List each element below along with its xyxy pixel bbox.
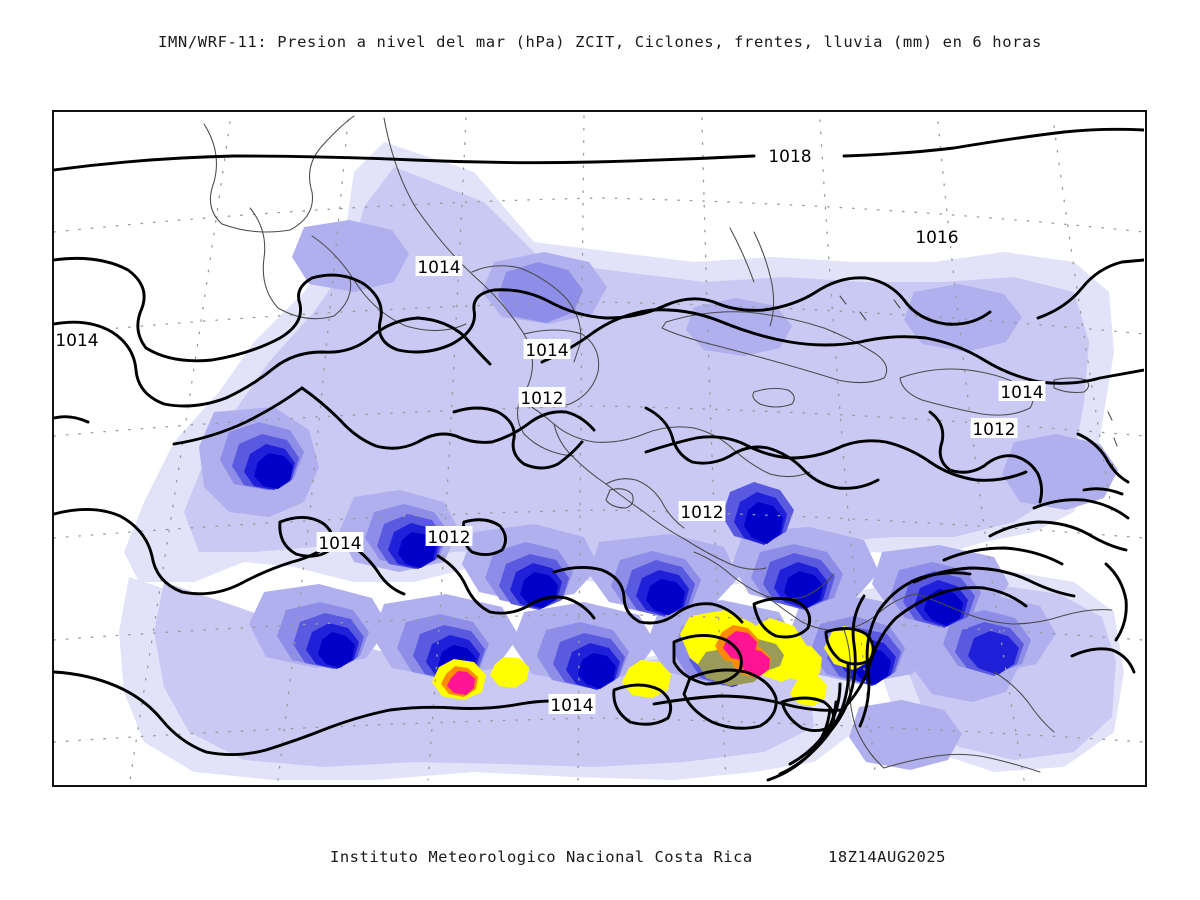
isobar-label: 1018 — [768, 147, 811, 167]
isobar-label-halo — [54, 329, 101, 349]
coastlines — [203, 115, 1118, 773]
isobar-label: 1014 — [1000, 383, 1043, 403]
chart-title: IMN/WRF-11: Presion a nivel del mar (hPa… — [158, 33, 1042, 51]
precipitation-shading — [119, 142, 1124, 780]
isobar-label: 1012 — [680, 503, 723, 523]
footer-valid-time: 18Z14AUG2025 — [828, 848, 946, 866]
weather-map: 1018 1016 1014 1014 1014 1014 1012 1012 1012 1014… — [54, 115, 1144, 782]
isobar-label: 1012 — [427, 528, 470, 548]
isobar-label-halo — [316, 532, 364, 552]
isobar-label-halo — [518, 387, 566, 407]
footer-institution: Instituto Meteorologico Nacional Costa R… — [330, 848, 753, 866]
isobar-label-halo — [913, 226, 961, 246]
isobar-label-halo — [415, 256, 463, 276]
isobar-label-halo — [766, 145, 814, 165]
isobar-label: 1012 — [520, 389, 563, 409]
isobar-label-halo — [678, 501, 726, 521]
isobar-label-halo — [523, 339, 571, 359]
isobar-labels: 1018 1016 1014 1014 1014 1014 1012 1012 1012 1014… — [54, 145, 1046, 716]
isobar-label: 1014 — [417, 258, 460, 278]
isobar-label: 1012 — [972, 420, 1015, 440]
isobar-label-halo — [998, 381, 1046, 401]
isobar-label: 1014 — [525, 341, 568, 361]
isobar-label: 1016 — [915, 228, 958, 248]
isobar-label-halo — [548, 694, 596, 714]
map-frame: 1018 1016 1014 1014 1014 1014 1012 1012 1012 1014… — [52, 110, 1147, 787]
isobar-label-halo — [425, 526, 473, 546]
isobar-label-halo — [970, 418, 1018, 438]
isobar-label: 1014 — [55, 331, 98, 351]
isobar-label: 1014 — [318, 534, 361, 554]
isobar-label: 1014 — [550, 696, 593, 716]
map-graticule — [54, 115, 1144, 781]
